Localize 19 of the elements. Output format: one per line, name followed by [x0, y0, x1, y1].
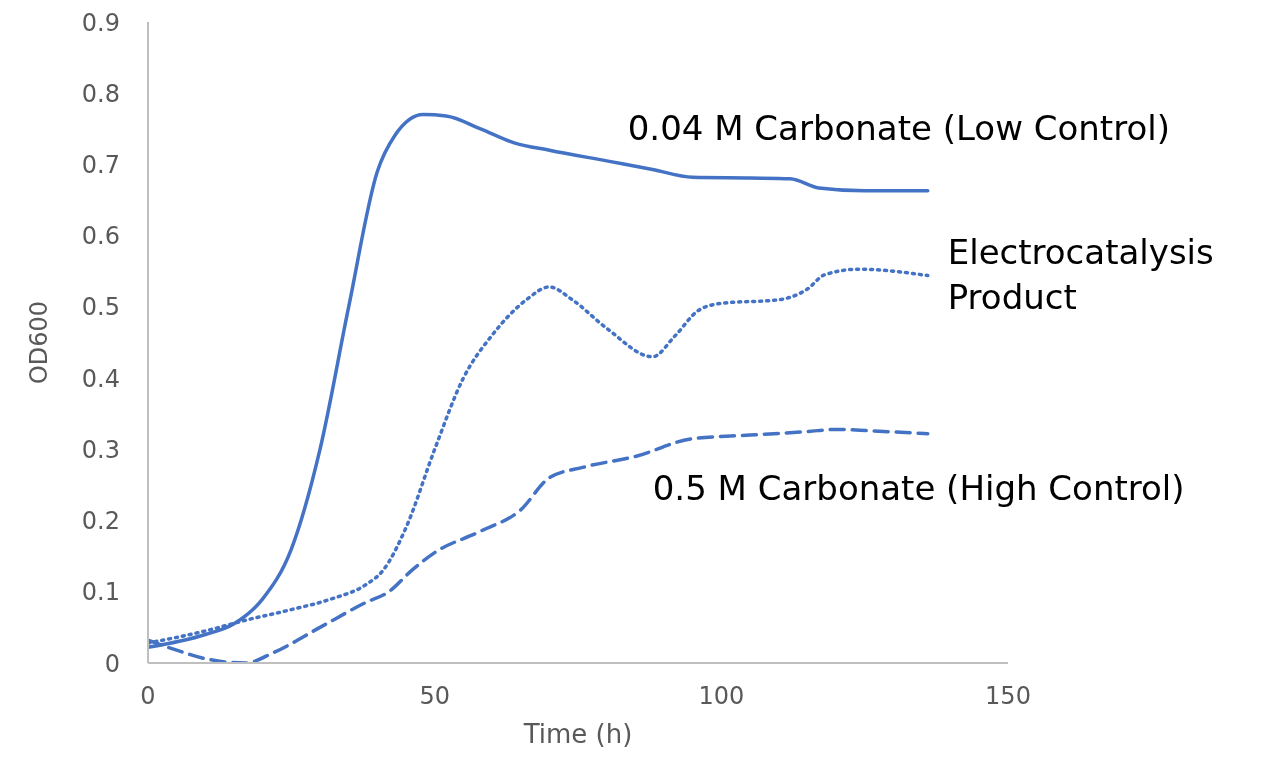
y-tick-label: 0.5 [81, 293, 120, 322]
series-label: Electrocatalysis Product [947, 230, 1215, 320]
y-tick-label: 0.3 [81, 435, 120, 464]
series-label: 0.5 M Carbonate (High Control) [652, 466, 1185, 510]
y-tick-label: 0.4 [81, 364, 120, 393]
x-tick-label: 100 [698, 682, 745, 711]
x-tick-label: 150 [985, 682, 1031, 711]
series-label: 0.04 M Carbonate (Low Control) [627, 106, 1170, 150]
y-tick-label: 0.6 [81, 222, 120, 251]
y-tick-label: 0.7 [81, 150, 120, 179]
y-tick-label: 0.1 [81, 578, 120, 607]
y-tick-label: 0.2 [81, 507, 120, 536]
y-tick-label: 0.9 [81, 8, 120, 37]
y-axis-title: OD600 [24, 300, 53, 385]
x-tick-label: 0 [140, 682, 156, 711]
y-tick-label: 0 [104, 649, 120, 678]
x-tick-label: 50 [419, 682, 450, 711]
y-tick-label: 0.8 [81, 79, 120, 108]
x-axis-title: Time (h) [522, 719, 633, 749]
